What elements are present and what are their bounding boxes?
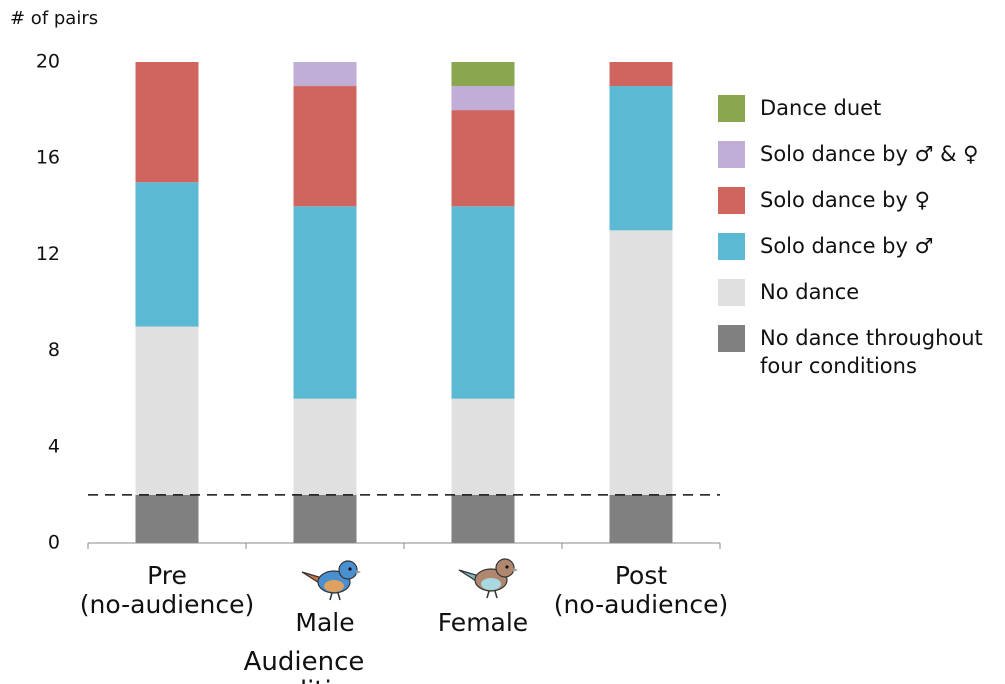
bar-segment — [451, 86, 515, 111]
bar-segment — [609, 62, 673, 87]
legend-swatch — [718, 141, 745, 168]
bar-segment — [135, 326, 199, 495]
legend-swatch — [718, 187, 745, 214]
bar-segment — [293, 494, 357, 543]
y-axis-label: # of pairs — [10, 8, 99, 29]
x-tick-label: Female — [437, 608, 529, 637]
y-tick-label: 8 — [48, 339, 60, 361]
legend-swatch — [718, 279, 745, 306]
legend-label: Solo dance by ♂ & ♀ — [760, 142, 979, 166]
bar-segment — [609, 86, 673, 231]
x-axis-label: Audience condition — [243, 647, 365, 684]
x-tick-label: Post (no-audience) — [553, 561, 729, 619]
legend-swatch — [718, 325, 745, 352]
bar-segment — [293, 206, 357, 399]
legend-label: No dance — [760, 280, 860, 304]
legend-swatch — [718, 233, 745, 260]
bar-segment — [293, 86, 357, 207]
bar-segment — [451, 494, 515, 543]
legend-label: No dance throughout four conditions — [760, 326, 983, 378]
x-tick-label: Male — [295, 608, 355, 637]
bar-segment — [293, 62, 357, 87]
bar-segment — [609, 494, 673, 543]
y-tick-label: 16 — [36, 147, 60, 169]
bar-segment — [451, 62, 515, 87]
female-bird-icon — [458, 558, 518, 599]
legend-label: Solo dance by ♂ — [760, 234, 934, 258]
legend-swatch — [718, 95, 745, 122]
bar-segment — [135, 62, 199, 183]
bar-segment — [135, 494, 199, 543]
y-tick-label: 20 — [36, 51, 60, 73]
y-tick-label: 4 — [48, 435, 60, 457]
legend-label: Solo dance by ♀ — [760, 188, 930, 212]
y-tick-label: 0 — [48, 532, 60, 554]
bar-segment — [293, 398, 357, 495]
bar-segment — [451, 206, 515, 399]
bar-segment — [135, 182, 199, 327]
legend-label: Dance duet — [760, 96, 882, 120]
bar-segment — [451, 398, 515, 495]
y-tick-label: 12 — [36, 243, 60, 265]
x-tick-label: Pre (no-audience) — [79, 561, 255, 619]
male-bird-icon — [301, 560, 361, 601]
bar-segment — [451, 110, 515, 207]
bar-segment — [609, 230, 673, 495]
